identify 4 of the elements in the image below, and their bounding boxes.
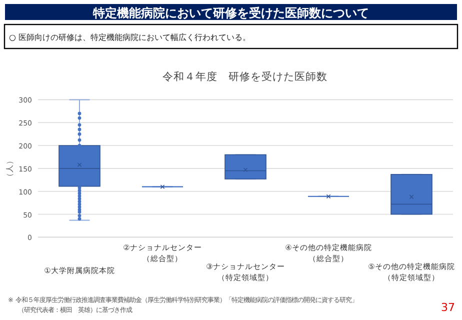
text: ○ 医師向けの研修は、特定機能病院において幅広く行われている。 — [9, 33, 251, 42]
text: 特定機能病院において研修を受けた医師数について — [92, 6, 369, 20]
chart-title: 令和４年度 研修を受けた医師数 — [162, 70, 328, 83]
text: 37 — [441, 301, 455, 314]
